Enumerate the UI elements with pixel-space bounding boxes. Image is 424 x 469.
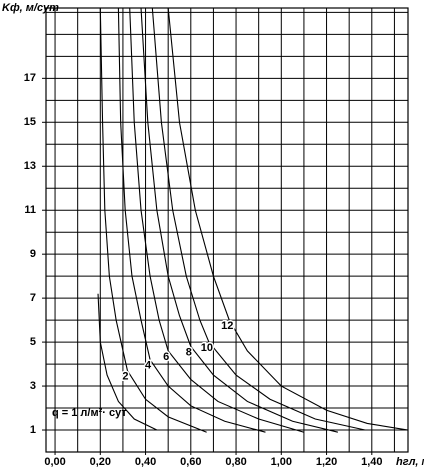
- x-axis-label: hгл, м: [396, 456, 424, 468]
- y-tick-label: 7: [30, 292, 36, 304]
- x-tick-label: 0,20: [90, 456, 111, 468]
- curve: [97, 293, 158, 431]
- curve-label: 10: [201, 342, 213, 354]
- y-tick-label: 11: [24, 204, 36, 216]
- curve: [129, 8, 305, 433]
- curve-label: 8: [186, 346, 192, 358]
- plot-frame: [45, 7, 409, 453]
- y-axis-label: Kф, м/сут: [2, 2, 59, 14]
- y-tick-label: 15: [24, 116, 36, 128]
- annotation: q = 1 л/м²· сут: [52, 407, 127, 419]
- y-tick-label: 9: [30, 248, 36, 260]
- y-tick-label: 1: [30, 424, 36, 436]
- curve-label: 2: [122, 371, 128, 383]
- x-tick-label: 1,40: [361, 456, 382, 468]
- y-tick-label: 13: [24, 160, 36, 172]
- x-tick-label: 1,20: [316, 456, 337, 468]
- y-tick-label: 3: [30, 380, 36, 392]
- curve: [167, 8, 408, 431]
- curve: [140, 8, 338, 433]
- curve-label: 4: [145, 360, 152, 372]
- curve-label: 6: [163, 351, 169, 363]
- curve: [117, 8, 266, 433]
- x-tick-label: 1,00: [271, 456, 292, 468]
- curve-label: 12: [221, 320, 233, 332]
- x-tick-label: 0,60: [180, 456, 201, 468]
- curve: [151, 8, 366, 431]
- x-tick-label: 0,40: [135, 456, 156, 468]
- curve: [99, 8, 207, 433]
- y-tick-label: 17: [24, 72, 36, 84]
- x-tick-label: 0,00: [44, 456, 65, 468]
- x-tick-label: 0,80: [225, 456, 246, 468]
- y-tick-label: 5: [30, 336, 36, 348]
